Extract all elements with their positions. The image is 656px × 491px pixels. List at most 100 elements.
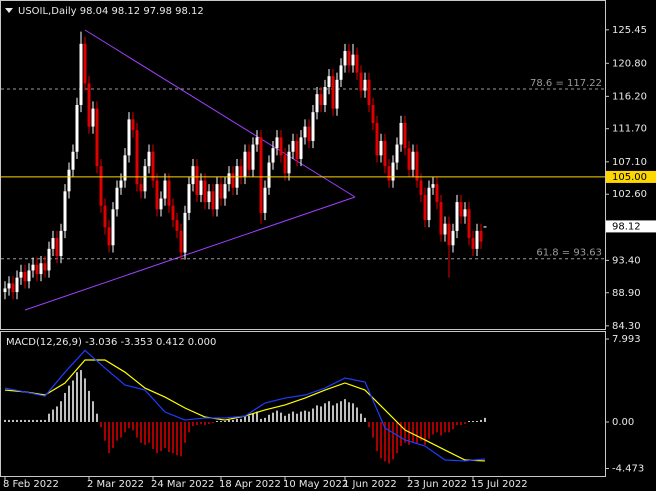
fib-label: 78.6 = 117.22 — [530, 78, 602, 89]
y-tick-label: 107.10 — [612, 157, 647, 168]
candle-body — [151, 151, 155, 181]
candle-body — [31, 264, 35, 271]
y-tick-label: 116.20 — [612, 91, 647, 102]
header-icon — [5, 8, 13, 13]
candle-body — [283, 155, 287, 174]
candle-body — [35, 264, 39, 275]
candle-body — [359, 72, 363, 91]
candle-body — [167, 180, 171, 206]
candle-body — [419, 180, 423, 195]
candle-body — [59, 230, 63, 257]
candle-body — [247, 151, 251, 170]
x-tick-label: 2 Mar 2022 — [87, 479, 144, 490]
candle-body — [135, 130, 139, 185]
candle-body — [275, 137, 279, 149]
candle-body — [207, 191, 211, 203]
candle-body — [195, 166, 199, 195]
y-tick-label: 7.993 — [612, 334, 641, 345]
candle-body — [371, 104, 375, 123]
candle-body — [79, 43, 83, 105]
candle-body — [455, 202, 459, 231]
candle-body — [115, 187, 119, 210]
candle-body — [171, 205, 175, 221]
candle-body — [143, 166, 147, 192]
candle-body — [331, 76, 335, 109]
candle-body — [295, 140, 299, 159]
candle-body — [103, 205, 107, 228]
candle-body — [63, 191, 67, 231]
candle-body — [395, 144, 399, 163]
trend-line — [84, 29, 356, 198]
x-tick-label: 8 Feb 2022 — [3, 479, 59, 490]
x-tick-label: 24 Mar 2022 — [151, 479, 214, 490]
candle-body — [439, 202, 443, 235]
candle-body — [211, 191, 215, 210]
candle-body — [459, 202, 463, 217]
y-tick-label: -4.473 — [612, 463, 644, 474]
candle-body — [111, 209, 115, 246]
candle-body — [267, 162, 271, 188]
candle-body — [67, 169, 71, 192]
candle-body — [87, 83, 91, 127]
candle-body — [147, 151, 151, 167]
candle-body — [243, 151, 247, 177]
candle-body — [123, 155, 127, 181]
candle-body — [179, 230, 183, 253]
candle-body — [475, 230, 479, 249]
candle-body — [339, 65, 343, 80]
candle-body — [319, 94, 323, 105]
candle-body — [483, 226, 487, 228]
candle-body — [231, 173, 235, 188]
last-price-tag — [606, 220, 656, 233]
y-tick-label: 111.70 — [612, 124, 647, 135]
candle-body — [287, 151, 291, 174]
candle-body — [467, 209, 471, 239]
candle-body — [351, 54, 355, 66]
candle-body — [175, 220, 179, 231]
candle-body — [187, 184, 191, 213]
candle-body — [323, 87, 327, 105]
candle-body — [11, 283, 15, 293]
candle-body — [47, 248, 51, 271]
candle-body — [139, 184, 143, 192]
macd-frame — [0, 331, 606, 477]
candle-body — [19, 271, 23, 278]
candle-body — [39, 263, 43, 275]
candle-body — [15, 277, 19, 293]
candle-body — [159, 198, 163, 210]
candle-body — [199, 180, 203, 195]
y-tick-label: 125.45 — [612, 25, 647, 36]
macd-line — [4, 349, 486, 462]
candle-body — [107, 227, 111, 246]
candle-body — [127, 119, 131, 156]
candle-body — [83, 43, 87, 84]
x-tick-label: 10 May 2022 — [283, 479, 348, 490]
candle-body — [411, 151, 415, 170]
candle-body — [463, 209, 467, 217]
x-tick-label: 23 Jun 2022 — [407, 479, 467, 490]
candle-body — [383, 140, 387, 167]
candle-body — [119, 180, 123, 188]
candle-body — [379, 140, 383, 156]
candle-body — [71, 151, 75, 170]
last-price-label: 98.12 — [612, 221, 641, 232]
candle-body — [3, 288, 7, 293]
candle-body — [23, 271, 27, 282]
y-tick-label: 84.30 — [612, 321, 641, 332]
candle-body — [471, 238, 475, 249]
price-tag — [606, 170, 656, 183]
candle-body — [315, 94, 319, 113]
candle-body — [55, 238, 59, 257]
candle-body — [223, 184, 227, 199]
candle-body — [431, 184, 435, 188]
candle-body — [251, 144, 255, 170]
candle-body — [387, 166, 391, 181]
candle-body — [75, 104, 79, 152]
candle-body — [375, 122, 379, 156]
x-tick-label: 1 Jun 2022 — [343, 479, 397, 490]
candle-body — [335, 79, 339, 109]
candle-body — [451, 230, 455, 246]
y-tick-label: 88.90 — [612, 288, 641, 299]
candle-body — [303, 126, 307, 138]
